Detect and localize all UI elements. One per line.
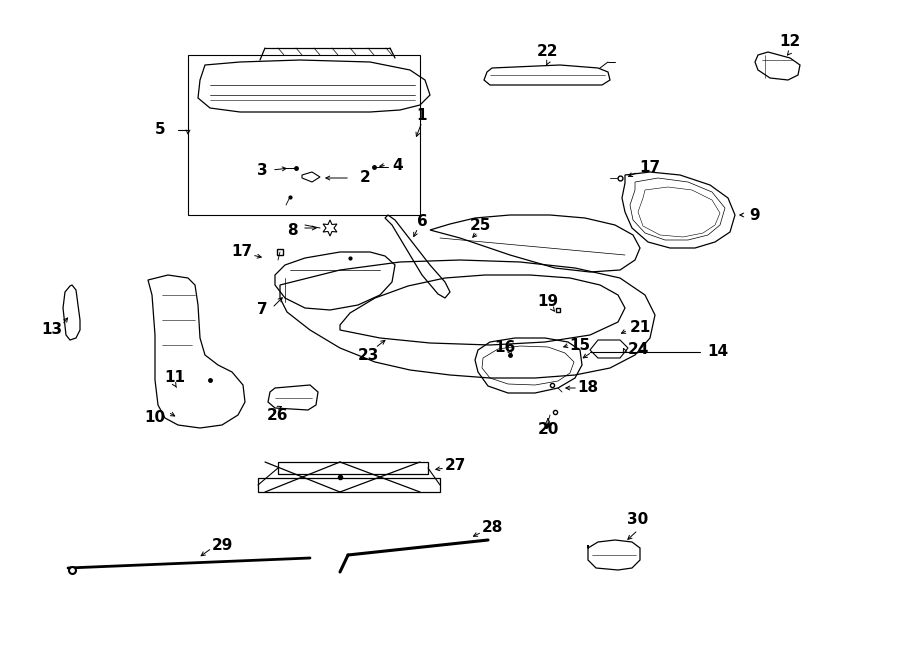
Text: 13: 13: [41, 323, 63, 338]
Text: 16: 16: [494, 340, 516, 356]
Text: 21: 21: [629, 321, 651, 336]
Text: 5: 5: [155, 122, 166, 137]
Text: 1: 1: [417, 108, 428, 122]
Text: 28: 28: [482, 520, 503, 535]
Text: 24: 24: [627, 342, 649, 358]
Text: 10: 10: [144, 410, 166, 426]
Text: 6: 6: [417, 215, 428, 229]
Text: 2: 2: [360, 171, 371, 186]
Text: 19: 19: [537, 295, 559, 309]
Text: 27: 27: [445, 457, 465, 473]
Text: 4: 4: [392, 157, 403, 173]
Text: 12: 12: [779, 34, 801, 50]
Text: 7: 7: [256, 303, 267, 317]
Text: 17: 17: [639, 161, 661, 176]
Text: 22: 22: [537, 44, 559, 59]
Text: 14: 14: [707, 344, 729, 360]
Text: 23: 23: [357, 348, 379, 362]
Text: 8: 8: [287, 223, 297, 237]
Text: 20: 20: [537, 422, 559, 438]
Text: 30: 30: [627, 512, 649, 527]
Text: 17: 17: [231, 245, 253, 260]
Text: 3: 3: [256, 163, 267, 178]
Text: 11: 11: [165, 371, 185, 385]
Text: 18: 18: [578, 381, 599, 395]
Text: 29: 29: [212, 537, 233, 553]
Text: 15: 15: [570, 338, 590, 352]
Text: 25: 25: [469, 217, 491, 233]
Text: 9: 9: [750, 208, 760, 223]
Text: 26: 26: [267, 407, 289, 422]
